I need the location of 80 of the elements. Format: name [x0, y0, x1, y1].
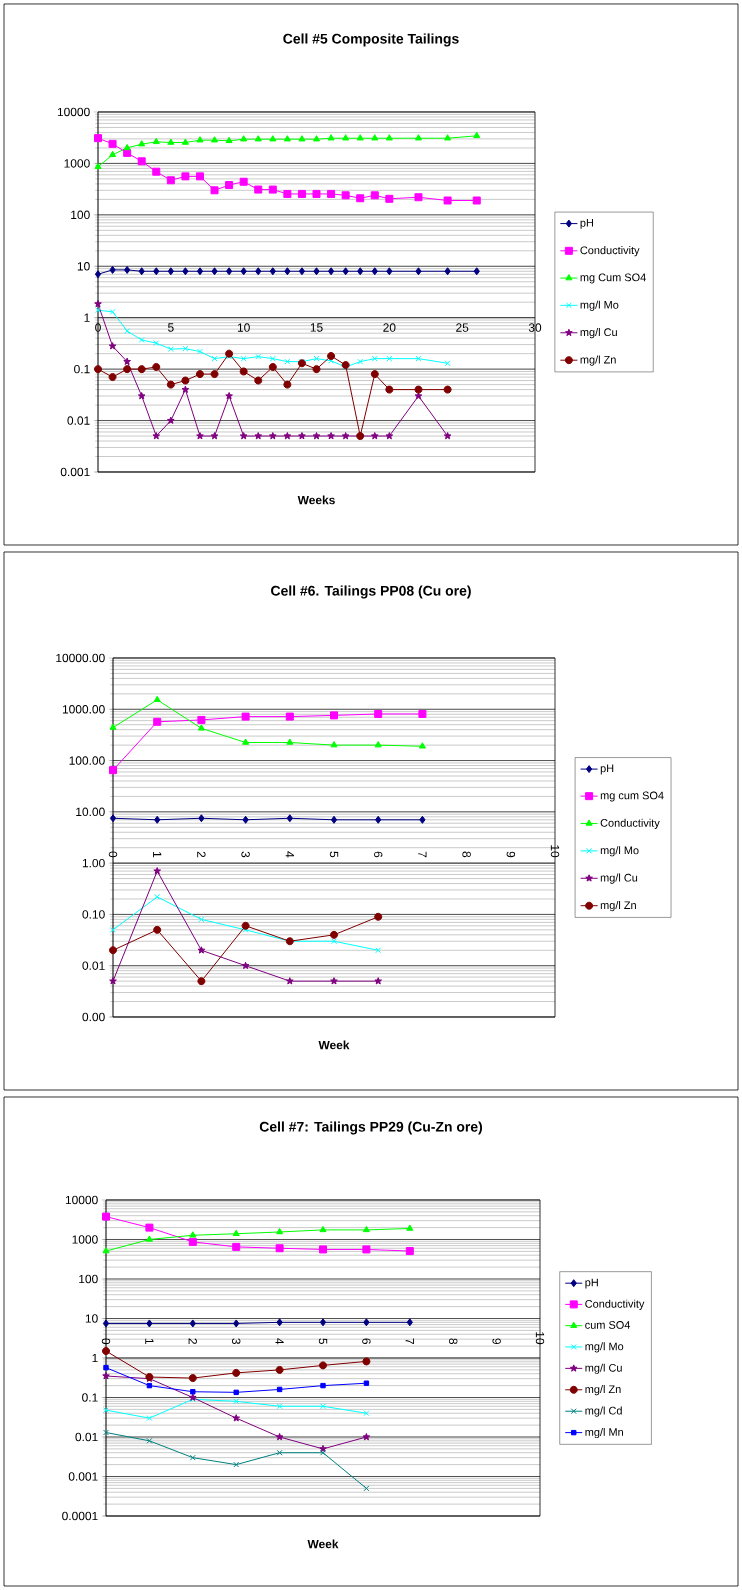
- x-tick-label: 1: [153, 852, 162, 858]
- y-tick-label: 10: [85, 1314, 98, 1323]
- chart-title: Cell #7: Tailings PP29 (Cu-Zn ore): [259, 1121, 483, 1135]
- legend-label: mg/l Cd: [585, 1406, 622, 1417]
- y-tick-label: 10: [77, 262, 90, 271]
- y-tick-label: 0.01: [67, 416, 90, 425]
- x-axis-title: Week: [318, 1040, 350, 1050]
- legend-label: Conductivity: [585, 1299, 645, 1310]
- y-tick-label: 0.1: [82, 1393, 98, 1402]
- legend-label: mg/l Mo: [585, 1342, 624, 1353]
- legend-label: mg/l Mo: [580, 300, 619, 311]
- x-tick-label: 3: [241, 851, 250, 858]
- x-tick-label: 25: [456, 323, 469, 332]
- legend-label: mg/l Cu: [600, 873, 638, 884]
- legend-label: mg/l Zn: [585, 1385, 621, 1396]
- y-tick-label: 100.00: [69, 756, 105, 765]
- y-tick-label: 1000.00: [62, 705, 105, 714]
- x-tick-label: 10: [535, 1332, 545, 1345]
- y-tick-label: 0.001: [68, 1472, 98, 1481]
- y-tick-label: 0.0001: [62, 1511, 98, 1521]
- x-tick-label: 20: [383, 323, 396, 332]
- x-tick-label: 5: [329, 851, 339, 858]
- x-tick-label: 6: [373, 851, 383, 858]
- y-tick-label: 0.10: [82, 910, 105, 919]
- y-tick-label: 0.001: [60, 467, 90, 477]
- x-tick-label: 7: [418, 851, 427, 858]
- y-tick-label: 0.00: [82, 1012, 105, 1022]
- legend-label: pH: [580, 219, 593, 229]
- y-tick-label: 1: [92, 1353, 98, 1363]
- y-tick-label: 1.00: [82, 858, 105, 868]
- y-tick-label: 10000.00: [56, 653, 105, 663]
- legend-label: Conductivity: [580, 246, 640, 257]
- legend-label: mg/l Zn: [580, 355, 616, 366]
- x-tick-label: 10: [237, 323, 250, 332]
- x-tick-label: 8: [448, 1338, 458, 1345]
- y-tick-label: 10000: [65, 1195, 98, 1205]
- x-tick-label: 5: [167, 323, 174, 332]
- legend-label: mg Cum SO4: [580, 273, 646, 284]
- x-tick-label: 0: [95, 323, 101, 332]
- y-tick-label: 100: [79, 1274, 98, 1284]
- x-tick-label: 5: [318, 1338, 328, 1345]
- x-axis-title: Week: [307, 1539, 339, 1549]
- x-axis-title: Weeks: [297, 495, 335, 505]
- x-tick-label: 1: [145, 1338, 154, 1345]
- x-tick-label: 2: [197, 851, 206, 858]
- legend-label: mg/l Mo: [600, 846, 639, 857]
- x-tick-label: 0: [101, 1338, 111, 1345]
- x-tick-label: 3: [231, 1338, 241, 1345]
- y-tick-label: 100: [71, 210, 90, 220]
- x-tick-label: 10: [550, 845, 560, 858]
- legend-label: pH: [600, 764, 614, 775]
- x-tick-label: 7: [405, 1338, 414, 1344]
- legend-label: mg/l Cu: [580, 328, 617, 339]
- y-tick-label: 0.1: [74, 364, 90, 374]
- legend-label: mg/l Zn: [600, 900, 636, 912]
- x-tick-label: 8: [462, 851, 471, 858]
- x-tick-label: 6: [362, 1338, 371, 1345]
- x-tick-label: 30: [528, 323, 542, 332]
- y-tick-label: 10.00: [76, 807, 105, 817]
- legend-label: pH: [585, 1278, 598, 1289]
- y-tick-label: 1000: [64, 159, 90, 168]
- y-tick-label: 1: [84, 313, 90, 322]
- legend-label: cum SO4: [585, 1321, 631, 1329]
- legend-label: mg/l Mn: [585, 1427, 623, 1439]
- y-tick-label: 1000: [72, 1235, 98, 1244]
- chart-title: Cell #5 Composite Tailings: [283, 33, 459, 47]
- x-tick-label: 2: [188, 1338, 197, 1344]
- chart-title: Cell #6. Tailings PP08 (Cu ore): [271, 585, 471, 599]
- x-tick-label: 9: [506, 851, 516, 858]
- x-tick-label: 9: [492, 1338, 501, 1345]
- y-tick-label: 10000: [57, 107, 90, 117]
- legend-label: mg cum SO4: [600, 791, 664, 802]
- legend-label: mg/l Cu: [585, 1363, 622, 1374]
- legend-label: Conductivity: [600, 818, 660, 829]
- x-tick-label: 4: [285, 851, 294, 858]
- x-tick-label: 15: [310, 323, 323, 332]
- x-tick-label: 4: [275, 1338, 284, 1345]
- y-tick-label: 0.01: [82, 961, 105, 970]
- y-tick-label: 0.01: [75, 1432, 98, 1442]
- x-tick-label: 0: [108, 851, 118, 858]
